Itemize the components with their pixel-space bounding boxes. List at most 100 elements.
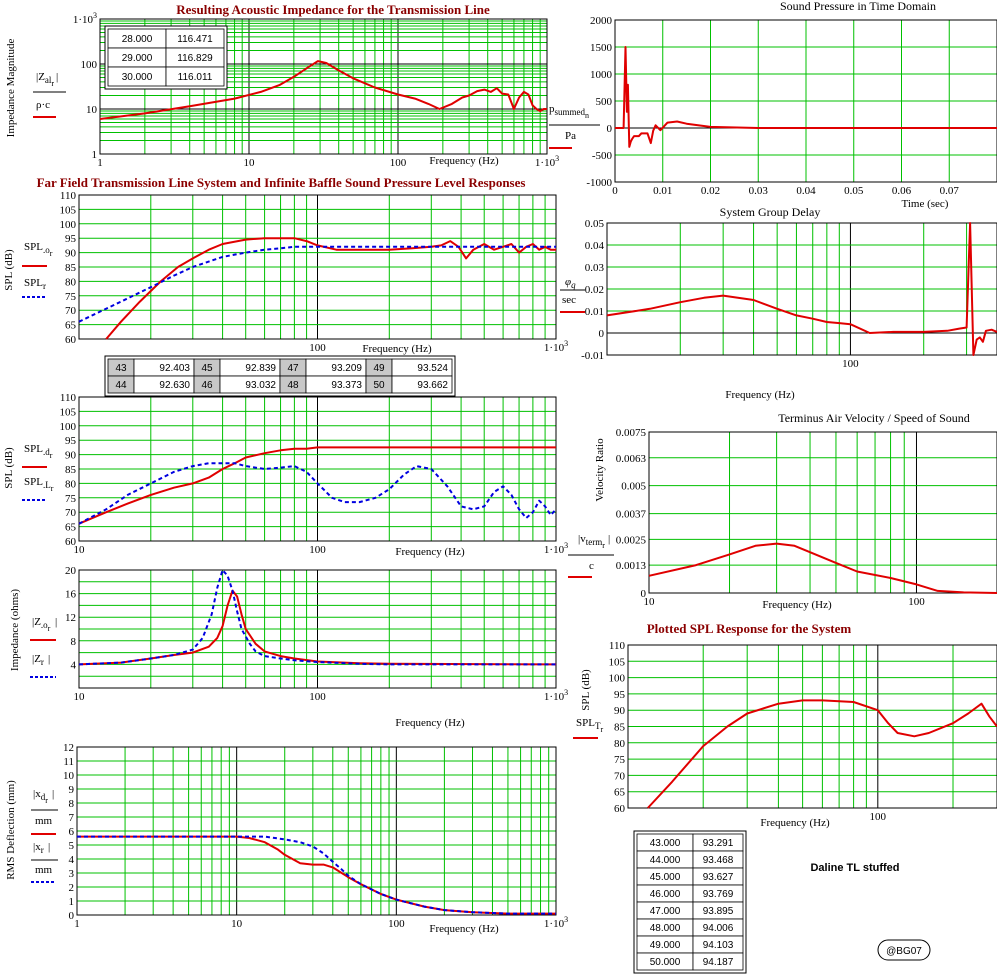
legend-sec: sec — [562, 294, 576, 306]
exponent: 3 — [564, 339, 568, 348]
subscript: r — [51, 484, 54, 493]
y-tick-label: 70 — [65, 305, 77, 317]
legend-z-al-r: |Zalr — [36, 71, 54, 88]
y-axis-label: RMS Deflection (mm) — [5, 780, 17, 880]
legend-p-summed-n: psummedn — [549, 103, 589, 120]
subscript: r — [41, 845, 44, 855]
subscript: r — [51, 79, 54, 88]
x-tick-label: 1·103 — [544, 915, 568, 930]
table-cell-value: 49.000 — [650, 940, 681, 951]
y-tick-label: 20 — [65, 565, 77, 577]
table-cell-value: 94.103 — [703, 940, 734, 951]
plot-frame — [78, 396, 557, 542]
grid-lines — [614, 19, 997, 183]
y-tick-label: -500 — [592, 150, 613, 162]
legend-spl-t-r: SPLTr — [576, 717, 603, 734]
y-tick-label: 11 — [63, 756, 74, 768]
subscript: .d — [43, 447, 50, 457]
x-tick-label: 10 — [231, 918, 243, 930]
y-tick-label: 100 — [81, 59, 98, 71]
table-cell-value: 94.187 — [703, 957, 734, 968]
y-tick-label: 105 — [609, 656, 626, 668]
chart-title: Resulting Acoustic Impedance for the Tra… — [176, 2, 490, 17]
grid-lines — [78, 396, 557, 542]
x-tick-label: 10 — [74, 544, 86, 556]
y-tick-label: 8 — [69, 798, 75, 810]
y-tick-label: 0.0075 — [616, 427, 647, 439]
table-cell-value: 50.000 — [650, 957, 681, 968]
table-cell-value: 45.000 — [650, 872, 681, 883]
y-tick-label: 0.0013 — [616, 560, 647, 572]
table-cell-value: 93.373 — [331, 380, 362, 391]
x-tick-label: 100 — [309, 691, 326, 703]
x-axis-label: Frequency (Hz) — [429, 923, 499, 935]
x-axis-label: Frequency (Hz) — [762, 599, 832, 611]
y-tick-label: -0.01 — [581, 350, 604, 362]
y-axis-label: Impedance (ohms) — [9, 589, 21, 671]
table-cell-value: 93.209 — [331, 363, 362, 374]
table-cell — [165, 66, 225, 87]
y-tick-label: 90 — [614, 705, 626, 717]
table-cell-value: 43.000 — [650, 838, 681, 849]
table-cell-value: 92.839 — [245, 363, 276, 374]
y-tick-label: 100 — [60, 219, 77, 231]
y-tick-label: 16 — [65, 589, 77, 601]
table-cell-value: 29.000 — [122, 53, 153, 64]
plot-frame — [648, 431, 997, 594]
table-cell-value: 45 — [201, 363, 213, 374]
table-cell — [692, 952, 744, 971]
legend-abs-bar: | — [48, 841, 50, 853]
table-cell-value: 116.011 — [178, 72, 213, 83]
legend-pa: Pa — [565, 130, 576, 142]
subscript: r — [600, 725, 603, 734]
chart-title: Far Field Transmission Line System and I… — [37, 175, 526, 190]
red-series-line — [606, 222, 997, 356]
chart-spl1: 60 65 70 75 80 85 90 95 100 105 110 100 1·103 Far Fie… — [3, 175, 568, 355]
y-tick-label: 1500 — [590, 42, 613, 54]
y-tick-label: 95 — [65, 435, 77, 447]
table-cell-value: 93.769 — [703, 889, 734, 900]
red-series-line — [615, 46, 997, 148]
legend-z-r: |Zr — [32, 653, 44, 667]
chart-title: Terminus Air Velocity / Speed of Sound — [778, 411, 970, 425]
y-tick-label: 4 — [69, 854, 75, 866]
y-tick-label: 85 — [614, 722, 626, 734]
y-tick-label: 110 — [609, 640, 626, 652]
grid-lines — [627, 644, 997, 809]
exponent: 3 — [93, 11, 97, 20]
table-cell-value: 93.895 — [703, 906, 734, 917]
x-tick-label: 1·103 — [544, 688, 568, 703]
x-axis-label: Frequency (Hz) — [725, 389, 795, 401]
y-tick-label: 60 — [65, 536, 77, 548]
x-tick-label: 100 — [390, 157, 407, 169]
chart-ohms: 4 8 12 16 20 10 100 1·103 Frequency (Hz) Impedanc… — [9, 565, 568, 729]
x-tick-label: 10 — [244, 157, 256, 169]
table-cell-value: 116.829 — [177, 53, 213, 64]
table-cell-value: 43 — [115, 363, 127, 374]
subscript: r — [50, 451, 53, 460]
y-tick-label: 0.0037 — [616, 509, 647, 521]
y-tick-label: 90 — [65, 248, 77, 260]
blue-series-line — [78, 569, 556, 666]
x-axis-label: Frequency (Hz) — [362, 343, 432, 355]
subscript: r — [50, 249, 53, 258]
grid-lines — [648, 431, 997, 594]
x-axis-label: Time (sec) — [902, 198, 949, 210]
x-tick-label: 100 — [908, 596, 925, 608]
exponent: 3 — [564, 541, 568, 550]
y-tick-label: 95 — [65, 233, 77, 245]
plot-frame — [606, 222, 997, 356]
red-series-line — [77, 835, 556, 915]
x-tick-label: 0.02 — [701, 185, 720, 197]
chart-imp: 1 10 100 1·103 1 10 100 1·103 Resulting Acoustic… — [5, 2, 559, 169]
table-cell-value: 28.000 — [122, 34, 153, 45]
plot-frame — [78, 569, 557, 689]
legend-x-r: |xr — [33, 841, 44, 855]
y-tick-label: 85 — [65, 262, 77, 274]
y-tick-label: 0.005 — [621, 481, 646, 493]
subscript: al — [45, 75, 52, 85]
table-cell-value: 93.032 — [245, 380, 276, 391]
y-tick-label: 12 — [65, 612, 76, 624]
table-cell-value: 48 — [287, 380, 299, 391]
x-tick-label: 1·103 — [544, 541, 568, 556]
